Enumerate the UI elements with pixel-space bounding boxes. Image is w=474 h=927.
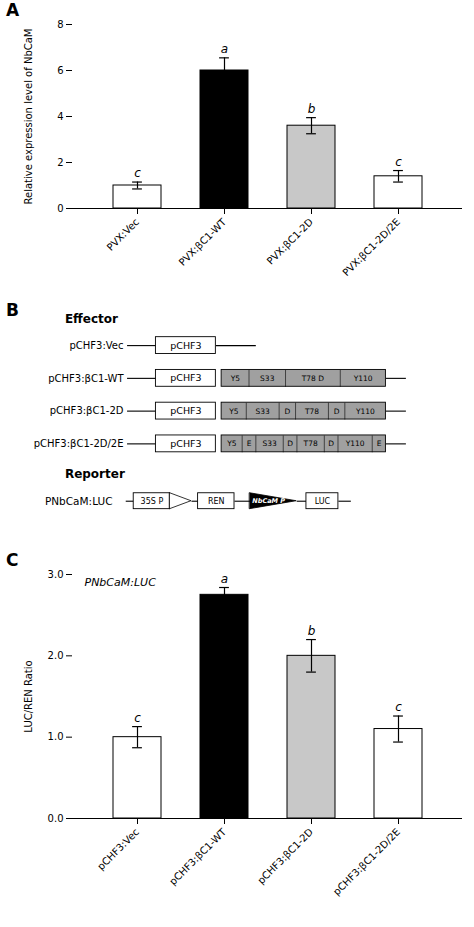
- svg-text:6: 6: [57, 65, 63, 76]
- svg-text:D: D: [334, 407, 340, 416]
- svg-text:a: a: [221, 42, 228, 56]
- svg-text:8: 8: [57, 19, 63, 30]
- svg-text:S33: S33: [256, 407, 271, 416]
- svg-text:pCHF3: pCHF3: [170, 405, 201, 416]
- svg-text:NbCaM P: NbCaM P: [252, 497, 285, 505]
- svg-text:LUC/REN Ratio: LUC/REN Ratio: [23, 660, 34, 732]
- svg-text:c: c: [134, 711, 141, 725]
- svg-text:2.0: 2.0: [48, 650, 64, 661]
- svg-text:REN: REN: [208, 497, 225, 506]
- svg-text:1.0: 1.0: [48, 731, 64, 742]
- svg-text:E: E: [377, 439, 382, 448]
- svg-text:D: D: [328, 439, 334, 448]
- svg-text:Y110: Y110: [353, 374, 373, 383]
- svg-text:D: D: [284, 407, 290, 416]
- svg-text:b: b: [308, 624, 316, 638]
- svg-text:Effector: Effector: [65, 312, 118, 326]
- svg-text:LUC: LUC: [315, 497, 331, 506]
- svg-text:c: c: [395, 155, 402, 169]
- svg-text:c: c: [134, 166, 141, 180]
- svg-text:35S P: 35S P: [141, 497, 164, 506]
- svg-text:pCHF3:βC1-WT: pCHF3:βC1-WT: [48, 373, 124, 384]
- svg-text:pCHF3: pCHF3: [170, 340, 201, 351]
- svg-text:Relative expression level of N: Relative expression level of NbCaM: [23, 29, 34, 205]
- svg-text:Y5: Y5: [226, 439, 237, 448]
- svg-text:b: b: [308, 102, 316, 116]
- svg-text:3.0: 3.0: [48, 569, 64, 580]
- svg-text:PVX:βC1-2D/2E: PVX:βC1-2D/2E: [340, 216, 402, 278]
- svg-text:S33: S33: [262, 439, 277, 448]
- svg-text:pCHF3:βC1-2D: pCHF3:βC1-2D: [255, 826, 315, 886]
- svg-text:c: c: [395, 700, 402, 714]
- svg-text:2: 2: [57, 157, 63, 168]
- html-text:C: C: [6, 550, 19, 570]
- html-text:B: B: [6, 300, 19, 320]
- svg-text:Reporter: Reporter: [65, 467, 125, 481]
- svg-text:T78 D: T78 D: [301, 374, 325, 383]
- svg-text:pCHF3:βC1-2D/2E: pCHF3:βC1-2D/2E: [331, 826, 402, 897]
- svg-text:PVX:βC1-WT: PVX:βC1-WT: [177, 216, 229, 268]
- svg-text:PNbCaM:LUC: PNbCaM:LUC: [45, 495, 113, 507]
- svg-text:pCHF3:Vec: pCHF3:Vec: [95, 826, 141, 872]
- svg-text:S33: S33: [260, 374, 275, 383]
- svg-text:Y110: Y110: [355, 407, 375, 416]
- svg-text:pCHF3: pCHF3: [170, 372, 201, 383]
- svg-text:pCHF3:βC1-2D/2E: pCHF3:βC1-2D/2E: [34, 438, 124, 449]
- svg-text:0: 0: [57, 203, 63, 214]
- svg-text:a: a: [221, 572, 228, 586]
- svg-text:0.0: 0.0: [48, 813, 64, 824]
- svg-text:Y110: Y110: [345, 439, 365, 448]
- svg-text:T78: T78: [304, 407, 319, 416]
- svg-text:PVX:Vec: PVX:Vec: [105, 216, 142, 253]
- svg-text:Y5: Y5: [228, 407, 239, 416]
- svg-text:PNbCaM:LUC: PNbCaM:LUC: [85, 576, 157, 589]
- svg-text:E: E: [247, 439, 252, 448]
- svg-text:PVX:βC1-2D: PVX:βC1-2D: [265, 216, 316, 267]
- svg-text:T78: T78: [303, 439, 318, 448]
- svg-text:4: 4: [57, 111, 63, 122]
- html-text:A: A: [6, 0, 20, 20]
- svg-text:pCHF3:βC1-WT: pCHF3:βC1-WT: [167, 826, 229, 888]
- svg-text:pCHF3:βC1-2D: pCHF3:βC1-2D: [50, 405, 124, 416]
- svg-text:Y5: Y5: [230, 374, 241, 383]
- svg-text:D: D: [287, 439, 293, 448]
- svg-text:pCHF3: pCHF3: [170, 438, 201, 449]
- svg-text:pCHF3:Vec: pCHF3:Vec: [69, 340, 123, 351]
